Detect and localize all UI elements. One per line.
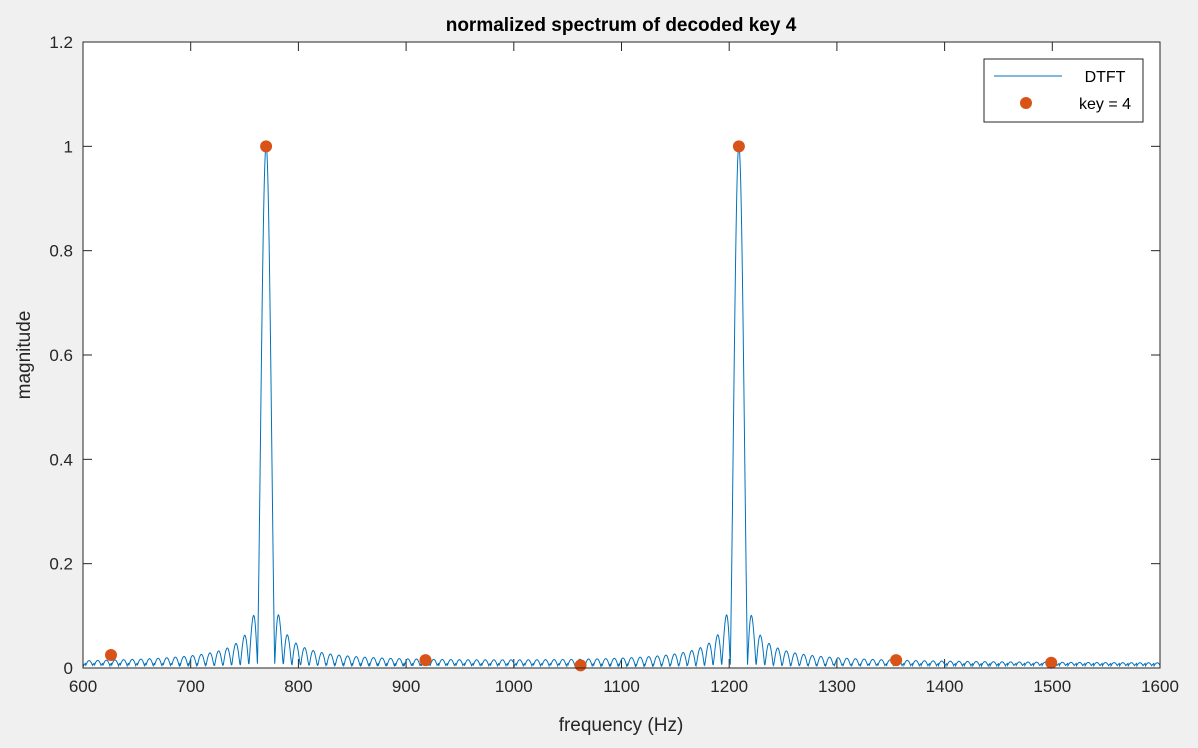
y-tick-label: 0.2 [49, 555, 73, 574]
x-tick-label: 1100 [603, 677, 640, 696]
y-tick-label: 0.8 [49, 242, 73, 261]
x-tick-label: 1300 [818, 677, 856, 696]
x-tick-label: 1400 [926, 677, 964, 696]
key-marker-series [105, 140, 1058, 672]
key-marker [1045, 656, 1058, 669]
x-tick-label: 1600 [1141, 677, 1179, 696]
legend: DTFT key = 4 [983, 58, 1144, 123]
x-axis-label: frequency (Hz) [559, 715, 684, 736]
legend-box [983, 58, 1144, 123]
key-marker [890, 654, 903, 667]
key-marker [574, 659, 587, 672]
key-marker [105, 648, 118, 661]
y-tick-label: 1 [64, 137, 73, 156]
x-tick-label: 800 [284, 677, 312, 696]
key-marker [260, 140, 273, 153]
chart-title: normalized spectrum of decoded key 4 [446, 15, 797, 36]
y-tick-label: 0.4 [49, 450, 73, 469]
axes-background [83, 42, 1160, 668]
y-tick-label: 0 [64, 659, 73, 678]
key-marker [419, 654, 432, 667]
y-axis-label: magnitude [14, 311, 35, 400]
tick-labels: 600 700 800 900 1000 1100 1200 1300 1400 1500 1600… [49, 33, 1179, 696]
axes-box [82, 41, 1161, 669]
x-tick-label: 1000 [495, 677, 533, 696]
legend-dtft-label: DTFT [1085, 69, 1126, 86]
x-tick-label: 700 [177, 677, 205, 696]
x-tick-label: 900 [392, 677, 420, 696]
legend-key-label: key = 4 [1079, 96, 1131, 113]
y-tick-label: 1.2 [49, 33, 73, 52]
dtft-series [83, 145, 1160, 668]
x-tick-label: 1200 [710, 677, 748, 696]
dtft-line [83, 145, 1160, 668]
key-marker [732, 140, 745, 153]
x-tick-label: 1500 [1033, 677, 1071, 696]
x-tick-label: 600 [69, 677, 97, 696]
legend-key-swatch [1020, 97, 1032, 109]
y-tick-label: 0.6 [49, 346, 73, 365]
